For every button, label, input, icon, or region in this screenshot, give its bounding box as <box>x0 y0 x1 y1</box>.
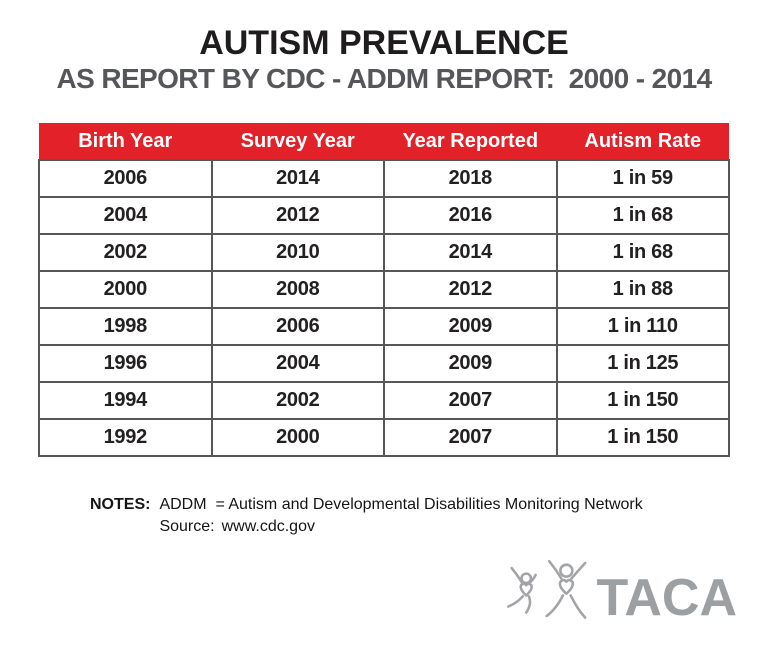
table-cell: 2016 <box>383 196 558 235</box>
taca-logo: TACA <box>498 559 737 637</box>
table-row: 2006 2014 2018 1 in 59 <box>38 159 730 198</box>
table-row: 1996 2004 2009 1 in 125 <box>38 344 730 383</box>
table-cell: 2007 <box>383 381 558 420</box>
table-cell: 2009 <box>383 344 558 383</box>
source-value: www.cdc.gov <box>221 518 315 535</box>
table-row: 1998 2006 2009 1 in 110 <box>38 307 730 346</box>
table-cell: 1994 <box>38 381 213 420</box>
table-row: 2002 2010 2014 1 in 68 <box>38 233 730 272</box>
page-title: AUTISM PREVALENCE <box>199 24 569 62</box>
notes-definition: ADDM = Autism and Developmental Disabili… <box>159 496 643 513</box>
table-cell: 2014 <box>210 159 385 198</box>
table-row: 1994 2002 2007 1 in 150 <box>38 381 730 420</box>
table-cell: 2004 <box>210 344 385 383</box>
prevalence-table: Birth Year Survey Year Year Reported Aut… <box>38 123 730 457</box>
table-cell: 2002 <box>38 233 213 272</box>
table-cell: 2000 <box>38 270 213 309</box>
table-row: 2000 2008 2012 1 in 88 <box>38 270 730 309</box>
table-cell: 2009 <box>383 307 558 346</box>
table-cell: 1998 <box>38 307 213 346</box>
table-cell: 2014 <box>383 233 558 272</box>
table-cell: 1 in 110 <box>555 307 730 346</box>
page-subtitle: AS REPORT BY CDC - ADDM REPORT: 2000 - 2… <box>56 63 712 94</box>
table-cell: 1992 <box>38 418 213 457</box>
notes-source: Source: www.cdc.gov <box>159 517 642 536</box>
taca-logo-text: TACA <box>596 569 737 627</box>
column-header-year-reported: Year Reported <box>384 123 557 160</box>
table-cell: 1 in 150 <box>555 381 730 420</box>
table-cell: 2002 <box>210 381 385 420</box>
table-cell: 2006 <box>210 307 385 346</box>
table-cell: 2007 <box>383 418 558 457</box>
table-cell: 1 in 150 <box>555 418 730 457</box>
table-cell: 1996 <box>38 344 213 383</box>
notes-label: NOTES: <box>90 496 151 513</box>
table-cell: 1 in 59 <box>555 159 730 198</box>
table-cell: 2012 <box>210 196 385 235</box>
source-label: Source: <box>159 518 215 535</box>
table-cell: 2008 <box>210 270 385 309</box>
table-cell: 2012 <box>383 270 558 309</box>
table-row: 1992 2000 2007 1 in 150 <box>38 418 730 457</box>
column-header-survey-year: Survey Year <box>211 123 384 160</box>
table-cell: 1 in 125 <box>555 344 730 383</box>
table-cell: 2010 <box>210 233 385 272</box>
table-cell: 2006 <box>38 159 213 198</box>
table-row: 2004 2012 2016 1 in 68 <box>38 196 730 235</box>
table-cell: 1 in 68 <box>555 196 730 235</box>
table-cell: 1 in 68 <box>555 233 730 272</box>
dancing-figures-icon <box>507 559 587 619</box>
table-body: 2006 2014 2018 1 in 59 2004 2012 2016 1 … <box>38 159 730 457</box>
table-cell: 1 in 88 <box>555 270 730 309</box>
table-cell: 2018 <box>383 159 558 198</box>
notes-section: NOTES: ADDM = Autism and Developmental D… <box>90 495 643 536</box>
table-header: Birth Year Survey Year Year Reported Aut… <box>39 123 729 160</box>
prevalence-table-container: Birth Year Survey Year Year Reported Aut… <box>38 123 730 457</box>
column-header-autism-rate: Autism Rate <box>556 123 729 160</box>
column-header-birth-year: Birth Year <box>39 123 212 160</box>
header-row: Birth Year Survey Year Year Reported Aut… <box>39 123 729 160</box>
table-cell: 2000 <box>210 418 385 457</box>
table-cell: 2004 <box>38 196 213 235</box>
